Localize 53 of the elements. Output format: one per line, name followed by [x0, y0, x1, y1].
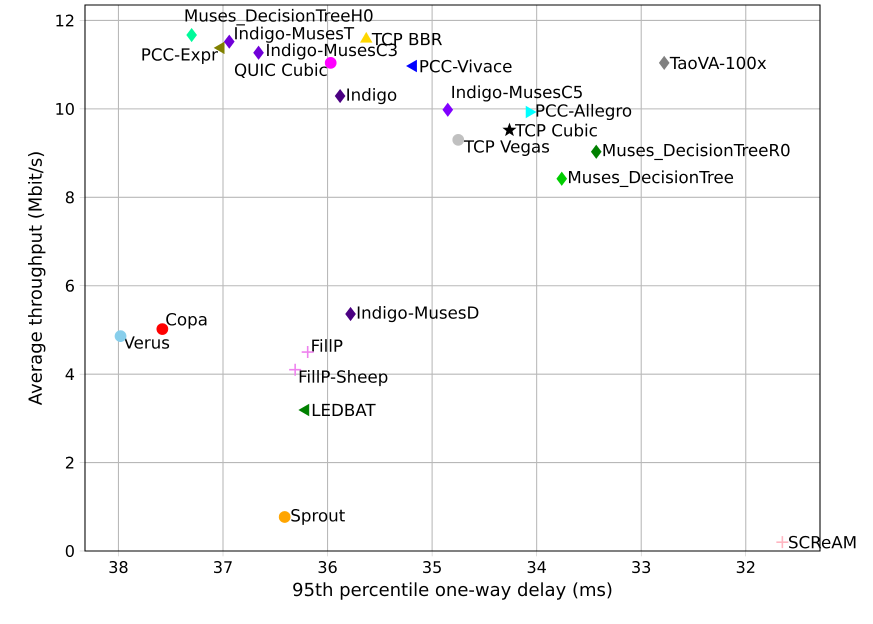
- point: [253, 46, 264, 60]
- series-label: Indigo-MusesT: [235, 26, 354, 43]
- y-tick-label: 2: [66, 456, 74, 469]
- y-axis-title: Average throughput (Mbit/s): [28, 152, 46, 406]
- series-label: Muses_DecisionTree: [568, 170, 734, 188]
- series-label: Indigo: [347, 88, 396, 104]
- series-label: LEDBAT: [312, 404, 376, 416]
- series-label: Sprout: [291, 509, 345, 525]
- point: [360, 32, 372, 43]
- y-tick-label: 8: [66, 191, 74, 204]
- x-tick-label: 32: [736, 561, 754, 574]
- y-tick-label: 6: [66, 280, 74, 292]
- point: [186, 28, 197, 42]
- x-tick-label: 34: [528, 561, 546, 574]
- series-label: FillP-Sheep: [300, 370, 388, 386]
- series-label: Muses_DecisionTreeR0: [603, 143, 790, 160]
- series-label: Indigo-MusesC3: [267, 43, 397, 60]
- y-tick-label: 12: [56, 14, 74, 26]
- series-label: Indigo-MusesD: [358, 306, 478, 322]
- point: [114, 330, 126, 342]
- series-label: FillP: [312, 339, 342, 352]
- x-axis-title: 95th percentile one-way delay (ms): [293, 582, 612, 600]
- point: [776, 535, 790, 549]
- x-tick-label: 35: [423, 561, 441, 574]
- y-tick-label: 0: [66, 544, 74, 558]
- x-tick-label: 38: [109, 561, 128, 574]
- point: [452, 134, 464, 146]
- point: [658, 56, 670, 70]
- x-tick-label: 36: [318, 561, 337, 574]
- series-label: PCC-Vivace: [420, 60, 512, 72]
- point: [345, 307, 356, 321]
- point: [224, 34, 235, 49]
- series-label: Indigo-MusesC5: [452, 85, 582, 102]
- y-tick-label: 4: [66, 368, 74, 380]
- x-tick-label: 33: [632, 561, 650, 574]
- series-label: TCP Vegas: [464, 140, 550, 156]
- series-label: PCC-Allegro: [536, 104, 632, 120]
- series-label: Verus: [124, 336, 170, 349]
- point: [442, 102, 454, 117]
- series-label: TCP BBR: [372, 32, 442, 46]
- series-label: QUIC Cubic: [234, 63, 327, 78]
- series-label: PCC-Expr: [142, 48, 218, 64]
- point: [590, 144, 602, 159]
- series-label: Copa: [166, 312, 206, 329]
- series-label: Muses_DecisionTreeH0: [186, 8, 373, 26]
- point: [556, 172, 568, 186]
- point: [502, 123, 516, 136]
- series-label: TaoVA-100x: [670, 56, 766, 70]
- series-label: TCP Cubic: [515, 124, 597, 137]
- y-tick-label: 10: [56, 102, 74, 115]
- point: [278, 511, 291, 523]
- point: [334, 89, 346, 104]
- x-tick-label: 37: [214, 561, 232, 574]
